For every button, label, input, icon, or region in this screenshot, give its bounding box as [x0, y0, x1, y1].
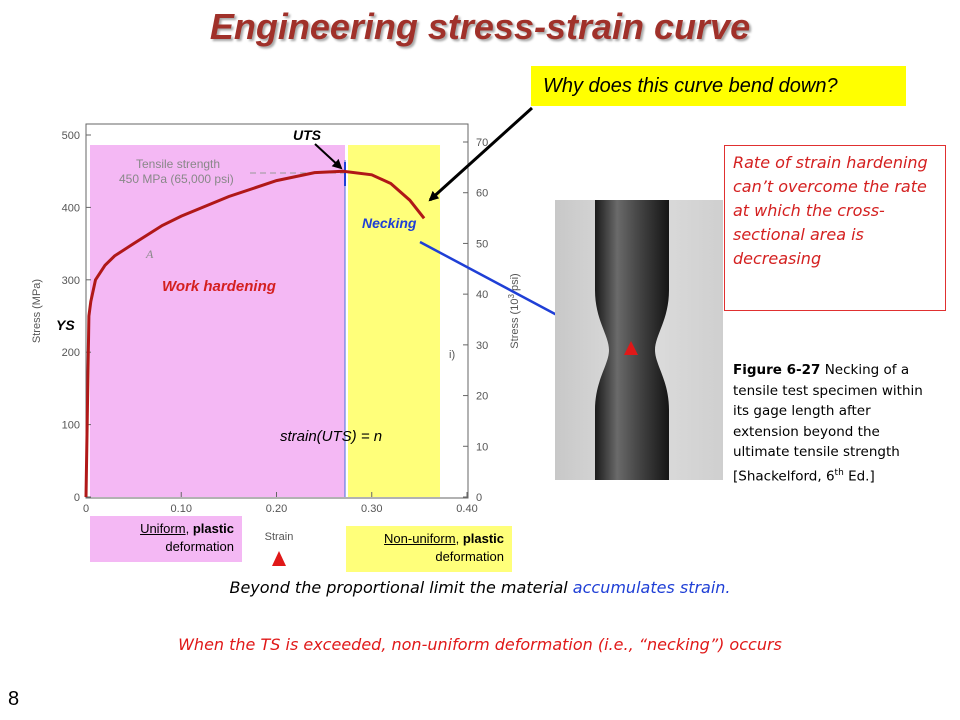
y2-tick-label: 40 [476, 289, 488, 301]
red-triangle-marker [272, 551, 286, 566]
caption-text: Necking of a tensile test specimen withi… [733, 362, 923, 484]
ys-label: YS [56, 317, 75, 333]
point-a-label: A [145, 247, 154, 261]
y-axis-label: Stress (MPa) [31, 279, 43, 343]
x-tick-label: 0.40 [456, 503, 477, 515]
uniform-plastic: plastic [192, 521, 234, 536]
y2-tick-label: 70 [476, 137, 488, 149]
caption-sup: th [834, 467, 844, 478]
statement1-prefix: Beyond the proportional limit the materi… [229, 578, 573, 597]
stress-strain-curve [84, 169, 426, 498]
x-tick-label: 0.30 [361, 503, 382, 515]
strain-hardening-note: Rate of strain hardening can’t overcome … [724, 145, 946, 311]
question-box: Why does this curve bend down? [531, 66, 906, 106]
y-tick-label: 400 [62, 202, 80, 214]
work-hardening-label: Work hardening [162, 278, 276, 295]
y2-tick-label: 10 [476, 441, 488, 453]
x-tick-label: 0.20 [266, 503, 287, 515]
slide-title: Engineering stress-strain curve [209, 6, 751, 47]
necking-specimen-photo [555, 200, 723, 480]
y-tick-label: 300 [62, 275, 80, 287]
statement-proportional-limit: Beyond the proportional limit the materi… [0, 578, 960, 597]
uniform-line2: deformation [165, 539, 234, 554]
y2-tick-label: 0 [476, 492, 482, 504]
x-tick-label: 0.10 [171, 503, 192, 515]
uts-label: UTS [293, 127, 322, 143]
uniform-sep: , [185, 521, 193, 536]
x-tick-label: 0 [83, 503, 89, 515]
necking-region [348, 145, 440, 497]
figure-number: Figure 6-27 [733, 362, 821, 378]
y-tick-label: 200 [62, 347, 80, 359]
tensile-strength-value: 450 MPa (65,000 psi) [119, 172, 234, 186]
y-tick-label: 100 [62, 420, 80, 432]
axis-ticks: 0 100 200 300 400 500 0 10 20 30 40 50 60 70 0 0.10 0.20… [62, 130, 489, 515]
statement-necking: When the TS is exceeded, non-uniform def… [178, 635, 782, 654]
y-tick-label: 0 [74, 492, 80, 504]
uts-arrow [314, 143, 343, 170]
necking-label: Necking [362, 215, 417, 231]
nonuniform-deformation-label: Non-uniform, plastic deformation [346, 526, 512, 572]
axis-fragment: i) [449, 349, 455, 361]
y2-tick-label: 50 [476, 238, 488, 250]
uniform-deformation-label: Uniform, plastic deformation [90, 516, 242, 562]
tensile-strength-label: Tensile strength [136, 157, 220, 171]
x-axis-label: Strain [265, 531, 294, 543]
nonuniform-sep: , [455, 531, 463, 546]
statement1-highlight: accumulates strain. [572, 578, 731, 597]
uniform-word: Uniform [140, 521, 186, 536]
specimen-bar [595, 200, 669, 480]
nonuniform-line2: deformation [435, 549, 504, 564]
question-arrow [428, 106, 534, 202]
plot-frame [85, 123, 469, 499]
y2-tick-label: 60 [476, 188, 488, 200]
figure-caption: Figure 6-27 Necking of a tensile test sp… [733, 360, 933, 487]
nonuniform-plastic: plastic [462, 531, 504, 546]
y2-tick-label: 30 [476, 340, 488, 352]
y2-tick-label: 20 [476, 391, 488, 403]
page-number: 8 [8, 688, 20, 710]
y2-axis-label: Stress (103 psi) [507, 273, 521, 348]
photo-red-triangle [624, 341, 638, 355]
strain-uts-label: strain(UTS) = n [280, 428, 382, 445]
caption-end: Ed.] [843, 468, 875, 484]
uniform-region [90, 145, 345, 497]
y-tick-label: 500 [62, 130, 80, 142]
nonuniform-word: Non-uniform [384, 531, 456, 546]
